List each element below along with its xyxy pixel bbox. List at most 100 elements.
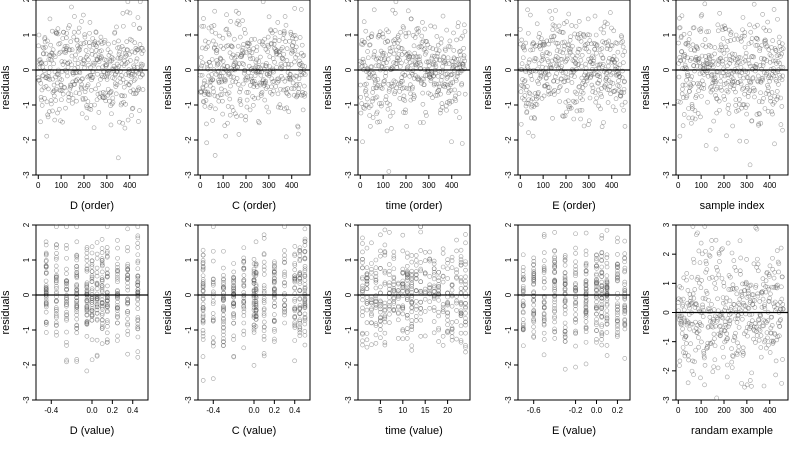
- data-point: [604, 296, 610, 301]
- data-point: [67, 47, 73, 53]
- data-point: [457, 115, 462, 120]
- data-point: [525, 84, 530, 89]
- data-point: [564, 88, 570, 93]
- data-point: [41, 68, 47, 73]
- data-point: [742, 384, 747, 390]
- data-point: [48, 98, 54, 103]
- data-point: [434, 57, 439, 62]
- data-point: [365, 55, 371, 61]
- data-point: [463, 316, 468, 321]
- data-point: [445, 302, 450, 308]
- data-point: [562, 281, 568, 287]
- data-point: [458, 338, 464, 343]
- data-point: [201, 23, 207, 29]
- data-point: [757, 111, 762, 117]
- data-point: [288, 29, 294, 35]
- data-point: [52, 54, 58, 60]
- data-point: [269, 41, 274, 47]
- data-point: [679, 49, 685, 54]
- x-axis-label: time (order): [386, 200, 443, 212]
- data-point: [104, 266, 110, 272]
- data-point: [443, 48, 448, 53]
- y-tick-label: 2: [662, 0, 671, 2]
- data-point: [115, 276, 120, 282]
- data-point: [283, 39, 288, 44]
- data-point: [396, 317, 401, 323]
- data-point: [760, 77, 765, 83]
- data-point: [617, 62, 623, 68]
- data-point: [374, 94, 380, 100]
- data-point: [231, 301, 236, 307]
- data-point: [412, 94, 417, 99]
- data-point: [703, 248, 708, 254]
- data-point: [292, 251, 298, 257]
- data-point: [762, 306, 768, 312]
- data-point: [557, 99, 562, 104]
- data-point: [39, 103, 45, 108]
- data-point: [94, 352, 100, 358]
- data-point: [358, 95, 364, 100]
- data-point: [391, 307, 397, 313]
- data-point: [82, 89, 88, 94]
- data-point: [375, 83, 380, 88]
- data-point: [579, 52, 585, 58]
- data-point: [395, 35, 401, 40]
- data-point: [241, 295, 247, 301]
- data-point: [211, 289, 216, 295]
- data-point: [53, 263, 59, 269]
- x-tick-label: 400: [123, 181, 137, 190]
- data-point: [243, 114, 249, 119]
- data-point: [778, 245, 784, 251]
- data-point: [692, 116, 698, 122]
- data-point: [757, 320, 762, 326]
- data-point: [599, 342, 605, 348]
- data-point: [552, 23, 558, 29]
- data-point: [521, 302, 526, 308]
- data-point: [604, 260, 610, 266]
- data-point: [716, 251, 722, 257]
- data-point: [712, 51, 717, 57]
- data-point: [369, 297, 374, 302]
- data-point: [378, 266, 383, 271]
- data-point: [571, 98, 576, 104]
- data-point: [54, 322, 59, 328]
- data-point: [391, 256, 397, 261]
- data-point: [292, 325, 298, 330]
- data-point: [97, 90, 103, 96]
- data-point: [376, 55, 381, 61]
- data-point: [208, 103, 214, 108]
- data-point: [234, 76, 240, 81]
- data-point: [680, 345, 686, 350]
- data-point: [277, 30, 283, 35]
- data-point: [60, 119, 65, 125]
- data-point: [231, 313, 236, 318]
- data-point: [440, 13, 446, 19]
- data-point: [689, 104, 695, 109]
- data-point: [577, 107, 583, 113]
- data-point: [272, 336, 277, 342]
- data-point: [747, 283, 752, 289]
- data-point: [616, 71, 622, 77]
- data-point: [238, 102, 244, 107]
- data-point: [458, 308, 464, 314]
- data-point: [241, 70, 247, 76]
- data-point: [418, 224, 424, 230]
- data-point: [763, 278, 769, 284]
- data-point: [744, 257, 749, 262]
- data-point: [43, 309, 49, 315]
- data-point: [434, 34, 440, 39]
- data-point: [750, 292, 756, 298]
- data-point: [417, 54, 422, 60]
- data-point: [525, 7, 530, 13]
- data-point: [64, 255, 69, 261]
- data-point: [594, 288, 599, 294]
- data-point: [47, 77, 53, 82]
- data-point: [397, 96, 403, 101]
- data-point: [742, 44, 748, 50]
- data-point: [706, 324, 711, 329]
- data-point: [135, 315, 141, 320]
- data-point: [564, 19, 569, 25]
- data-point: [606, 87, 612, 93]
- data-point: [403, 34, 409, 39]
- data-point: [567, 49, 572, 54]
